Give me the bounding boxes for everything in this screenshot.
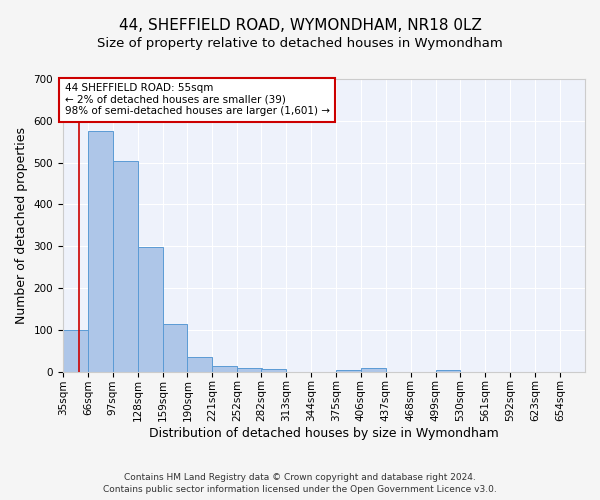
Y-axis label: Number of detached properties: Number of detached properties bbox=[15, 127, 28, 324]
Bar bbox=[88, 132, 113, 372]
Bar bbox=[137, 247, 163, 372]
Bar bbox=[237, 368, 262, 372]
Bar bbox=[63, 330, 88, 372]
Text: Size of property relative to detached houses in Wymondham: Size of property relative to detached ho… bbox=[97, 38, 503, 51]
Text: 44 SHEFFIELD ROAD: 55sqm
← 2% of detached houses are smaller (39)
98% of semi-de: 44 SHEFFIELD ROAD: 55sqm ← 2% of detache… bbox=[65, 83, 329, 116]
Bar bbox=[187, 356, 212, 372]
Bar bbox=[163, 324, 187, 372]
Text: 44, SHEFFIELD ROAD, WYMONDHAM, NR18 0LZ: 44, SHEFFIELD ROAD, WYMONDHAM, NR18 0LZ bbox=[119, 18, 481, 32]
Bar bbox=[261, 369, 286, 372]
Text: Contains public sector information licensed under the Open Government Licence v3: Contains public sector information licen… bbox=[103, 485, 497, 494]
Text: Contains HM Land Registry data © Crown copyright and database right 2024.: Contains HM Land Registry data © Crown c… bbox=[124, 472, 476, 482]
Bar bbox=[436, 370, 460, 372]
X-axis label: Distribution of detached houses by size in Wymondham: Distribution of detached houses by size … bbox=[149, 427, 499, 440]
Bar bbox=[361, 368, 386, 372]
Bar bbox=[336, 370, 361, 372]
Bar bbox=[113, 160, 137, 372]
Bar bbox=[212, 366, 237, 372]
